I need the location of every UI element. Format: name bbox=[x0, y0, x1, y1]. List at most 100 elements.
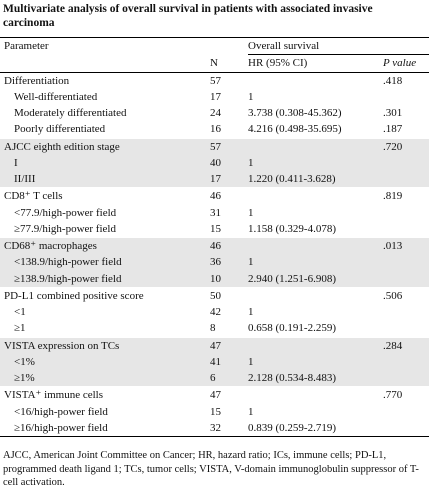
table-row: PD-L1 combined positive score 50 .506 bbox=[0, 287, 429, 304]
hr-cell: 4.216 (0.498-35.695) bbox=[248, 123, 342, 136]
row-group: CD68⁺ macrophages 46 .013 <138.9/high-power… bbox=[0, 237, 429, 288]
parameter-cell: Well-differentiated bbox=[14, 90, 98, 103]
table-row: Differentiation 57 .418 bbox=[0, 72, 429, 89]
table-row: ≥1 8 0.658 (0.191-2.259) bbox=[0, 320, 429, 337]
p-value-cell: .506 bbox=[383, 289, 403, 302]
n-cell: 32 bbox=[210, 421, 221, 434]
parameter-cell: <77.9/high-power field bbox=[14, 206, 117, 219]
row-group: AJCC eighth edition stage 57 .720 I 40 1 II/II… bbox=[0, 138, 429, 188]
n-cell: 15 bbox=[210, 222, 221, 235]
table-row: ≥1% 6 2.128 (0.534-8.483) bbox=[0, 370, 429, 387]
hr-cell bbox=[248, 138, 383, 155]
row-group: VISTA⁺ immune cells 47 .770 <16/high-power … bbox=[0, 386, 429, 437]
p-value-cell: .013 bbox=[383, 240, 403, 252]
parameter-cell: ≥77.9/high-power field bbox=[14, 222, 116, 235]
hr-cell bbox=[248, 188, 383, 205]
n-cell: 50 bbox=[210, 289, 221, 302]
table-row: <16/high-power field 15 1 bbox=[0, 404, 429, 420]
header-cell: N bbox=[210, 54, 248, 73]
table-row: VISTA expression on TCs 47 .284 bbox=[0, 337, 429, 354]
n-cell: 57 bbox=[210, 140, 221, 153]
hr-cell bbox=[248, 238, 383, 255]
p-value-cell: .301 bbox=[383, 107, 403, 119]
n-cell: 47 bbox=[210, 389, 221, 402]
table-row: II/III 17 1.220 (0.411-3.628) bbox=[0, 171, 429, 188]
parameter-cell: PD-L1 combined positive score bbox=[4, 289, 144, 302]
table-row: <1 42 1 bbox=[0, 304, 429, 320]
hr-cell bbox=[248, 287, 383, 304]
table-row: ≥16/high-power field 32 0.839 (0.259-2.719… bbox=[0, 420, 429, 437]
parameter-cell: VISTA expression on TCs bbox=[4, 339, 120, 352]
parameter-cell: ≥1 bbox=[14, 322, 26, 335]
p-value-cell: .284 bbox=[383, 339, 403, 352]
n-cell: 15 bbox=[210, 405, 221, 418]
hr-cell: 0.658 (0.191-2.259) bbox=[248, 322, 336, 335]
table-row: CD68⁺ macrophages 46 .013 bbox=[0, 238, 429, 255]
table-row: <1% 41 1 bbox=[0, 354, 429, 370]
table-row: <138.9/high-power field 36 1 bbox=[0, 254, 429, 270]
parameter-cell: II/III bbox=[14, 173, 36, 185]
p-value-cell bbox=[383, 404, 429, 420]
n-cell: 46 bbox=[210, 240, 221, 252]
n-cell: 17 bbox=[210, 90, 221, 103]
table-row: ≥77.9/high-power field 15 1.158 (0.329-4.0… bbox=[0, 221, 429, 238]
hr-cell: 1 bbox=[248, 355, 254, 368]
hr-cell: 1 bbox=[248, 156, 254, 169]
row-group: Differentiation 57 .418 Well-differentiated… bbox=[0, 72, 429, 138]
p-value-cell bbox=[383, 205, 429, 221]
hr-cell: 1 bbox=[248, 306, 254, 318]
hr-cell: 1 bbox=[248, 206, 254, 219]
hr-cell: 1 bbox=[248, 405, 254, 418]
n-cell: 41 bbox=[210, 355, 221, 368]
p-value-cell bbox=[383, 221, 429, 238]
row-group: PD-L1 combined positive score 50 .506 <1 42 1… bbox=[0, 287, 429, 337]
table-row: CD8⁺ T cells 46 .819 bbox=[0, 188, 429, 205]
footnote: AJCC, American Joint Committee on Cancer… bbox=[3, 450, 419, 488]
parameter-cell: ≥1% bbox=[14, 372, 35, 384]
header-row: Parameter Overall survival bbox=[0, 37, 429, 56]
n-cell: 10 bbox=[210, 272, 221, 285]
parameter-cell: <138.9/high-power field bbox=[14, 256, 122, 269]
row-group: VISTA expression on TCs 47 .284 <1% 41 1 ≥1% 6 2… bbox=[0, 337, 429, 387]
p-value-cell bbox=[383, 370, 429, 387]
hr-cell bbox=[248, 72, 383, 89]
p-value-cell bbox=[383, 320, 429, 337]
hr-cell bbox=[248, 387, 383, 404]
table-row: Well-differentiated 17 1 bbox=[0, 89, 429, 105]
hr-cell: 1 bbox=[248, 256, 254, 269]
parameter-cell: CD8⁺ T cells bbox=[4, 190, 63, 203]
parameter-cell: I bbox=[14, 156, 18, 169]
n-cell: 46 bbox=[210, 190, 221, 203]
hr-cell: 3.738 (0.308-45.362) bbox=[248, 107, 342, 119]
p-value-cell bbox=[383, 155, 429, 171]
header-cell bbox=[0, 54, 210, 73]
table-row: <77.9/high-power field 31 1 bbox=[0, 205, 429, 221]
table-title: Multivariate analysis of overall surviva… bbox=[3, 3, 373, 29]
p-value-cell bbox=[383, 304, 429, 320]
table-row: Poorly differentiated 16 4.216 (0.498-35.6… bbox=[0, 121, 429, 138]
hr-cell bbox=[248, 337, 383, 354]
hr-cell: 1 bbox=[248, 90, 254, 103]
n-cell: 6 bbox=[210, 372, 216, 384]
n-cell: 24 bbox=[210, 107, 221, 119]
parameter-cell: <1 bbox=[14, 306, 26, 318]
n-cell: 47 bbox=[210, 339, 221, 352]
parameter-cell: AJCC eighth edition stage bbox=[4, 140, 120, 153]
table-row: I 40 1 bbox=[0, 155, 429, 171]
n-cell: 36 bbox=[210, 256, 221, 269]
table-row: Moderately differentiated 24 3.738 (0.308-… bbox=[0, 105, 429, 121]
header-group: Overall survival bbox=[248, 37, 429, 56]
n-cell: 57 bbox=[210, 74, 221, 87]
parameter-cell: VISTA⁺ immune cells bbox=[4, 389, 104, 402]
n-cell: 40 bbox=[210, 156, 221, 169]
header-cell: Parameter bbox=[4, 40, 49, 53]
hr-cell: 2.128 (0.534-8.483) bbox=[248, 372, 336, 384]
hr-cell: 0.839 (0.259-2.719) bbox=[248, 421, 336, 434]
p-value-cell bbox=[383, 271, 429, 288]
p-value-cell: .187 bbox=[383, 123, 403, 136]
p-value-cell bbox=[383, 89, 429, 105]
table: Parameter Overall survival N HR (95% CI)… bbox=[0, 37, 429, 437]
row-group: CD8⁺ T cells 46 .819 <77.9/high-power field… bbox=[0, 187, 429, 238]
p-value-cell bbox=[383, 420, 429, 437]
header-row: N HR (95% CI) P value bbox=[0, 54, 429, 73]
